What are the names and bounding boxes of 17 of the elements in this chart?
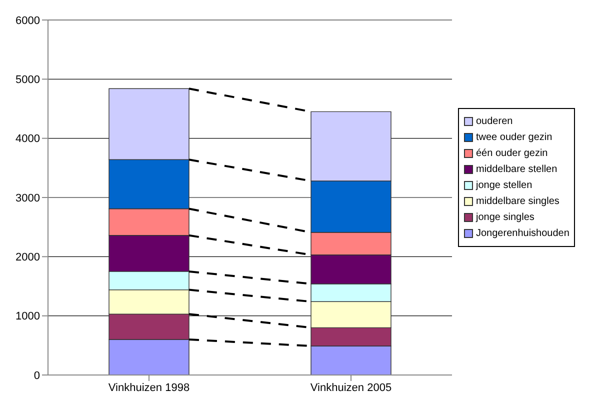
legend-label: twee ouder gezin xyxy=(476,132,552,143)
y-tick-label: 2000 xyxy=(16,252,40,264)
y-tick-label: 0 xyxy=(34,370,40,382)
legend-label: jonge singles xyxy=(476,212,534,223)
legend-label: middelbare stellen xyxy=(476,164,558,175)
legend-label: ouderen xyxy=(476,116,513,127)
legend-label: middelbare singles xyxy=(476,196,560,207)
y-tick-label: 1000 xyxy=(16,310,40,323)
legend-label: Jongerenhuishouden xyxy=(476,228,570,239)
x-tick-label: Vinkhuizen 1998 xyxy=(108,382,190,394)
y-tick-label: 6000 xyxy=(16,14,40,27)
x-tick-label: Vinkhuizen 2005 xyxy=(310,382,392,394)
legend-label: jonge stellen xyxy=(476,180,532,191)
legend-label: één ouder gezin xyxy=(476,148,548,159)
y-tick-label: 4000 xyxy=(16,133,40,146)
y-tick-label: 3000 xyxy=(16,192,40,204)
y-tick-label: 5000 xyxy=(16,74,40,86)
